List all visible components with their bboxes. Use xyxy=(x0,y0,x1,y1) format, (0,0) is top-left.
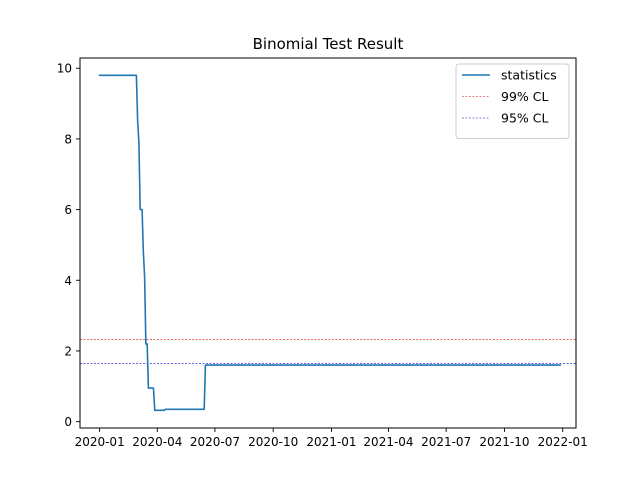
x-tick-label: 2020-07 xyxy=(190,435,240,449)
legend-label-1: 99% CL xyxy=(501,89,548,104)
plot-layer xyxy=(80,74,576,412)
axes: 0 2 4 6 8 10 2020-01 2020-04 2020-07 2020-10 2021-… xyxy=(57,62,588,449)
y-tick-label: 10 xyxy=(57,62,72,76)
x-tick-label: 2020-01 xyxy=(75,435,125,449)
legend: statistics 99% CL 95% CL xyxy=(455,63,570,139)
x-tick-label: 2021-04 xyxy=(363,435,413,449)
series-line-0 xyxy=(98,74,561,412)
chart-title: Binomial Test Result xyxy=(253,35,404,53)
y-tick-label: 8 xyxy=(64,132,72,146)
plot-frame xyxy=(79,57,577,429)
x-tick-label: 2020-04 xyxy=(132,435,182,449)
y-tick-label: 6 xyxy=(64,203,72,217)
x-tick-label: 2021-10 xyxy=(479,435,529,449)
x-tick-label: 2021-07 xyxy=(421,435,471,449)
y-tick-label: 4 xyxy=(64,274,72,288)
legend-box xyxy=(455,63,570,139)
x-tick-label: 2020-10 xyxy=(248,435,298,449)
legend-label-2: 95% CL xyxy=(501,111,548,126)
y-tick-label: 0 xyxy=(64,415,72,429)
y-tick-label: 2 xyxy=(64,344,72,358)
legend-label-0: statistics xyxy=(501,68,557,83)
x-tick-label: 2021-01 xyxy=(306,435,356,449)
x-tick-label: 2022-01 xyxy=(538,435,588,449)
